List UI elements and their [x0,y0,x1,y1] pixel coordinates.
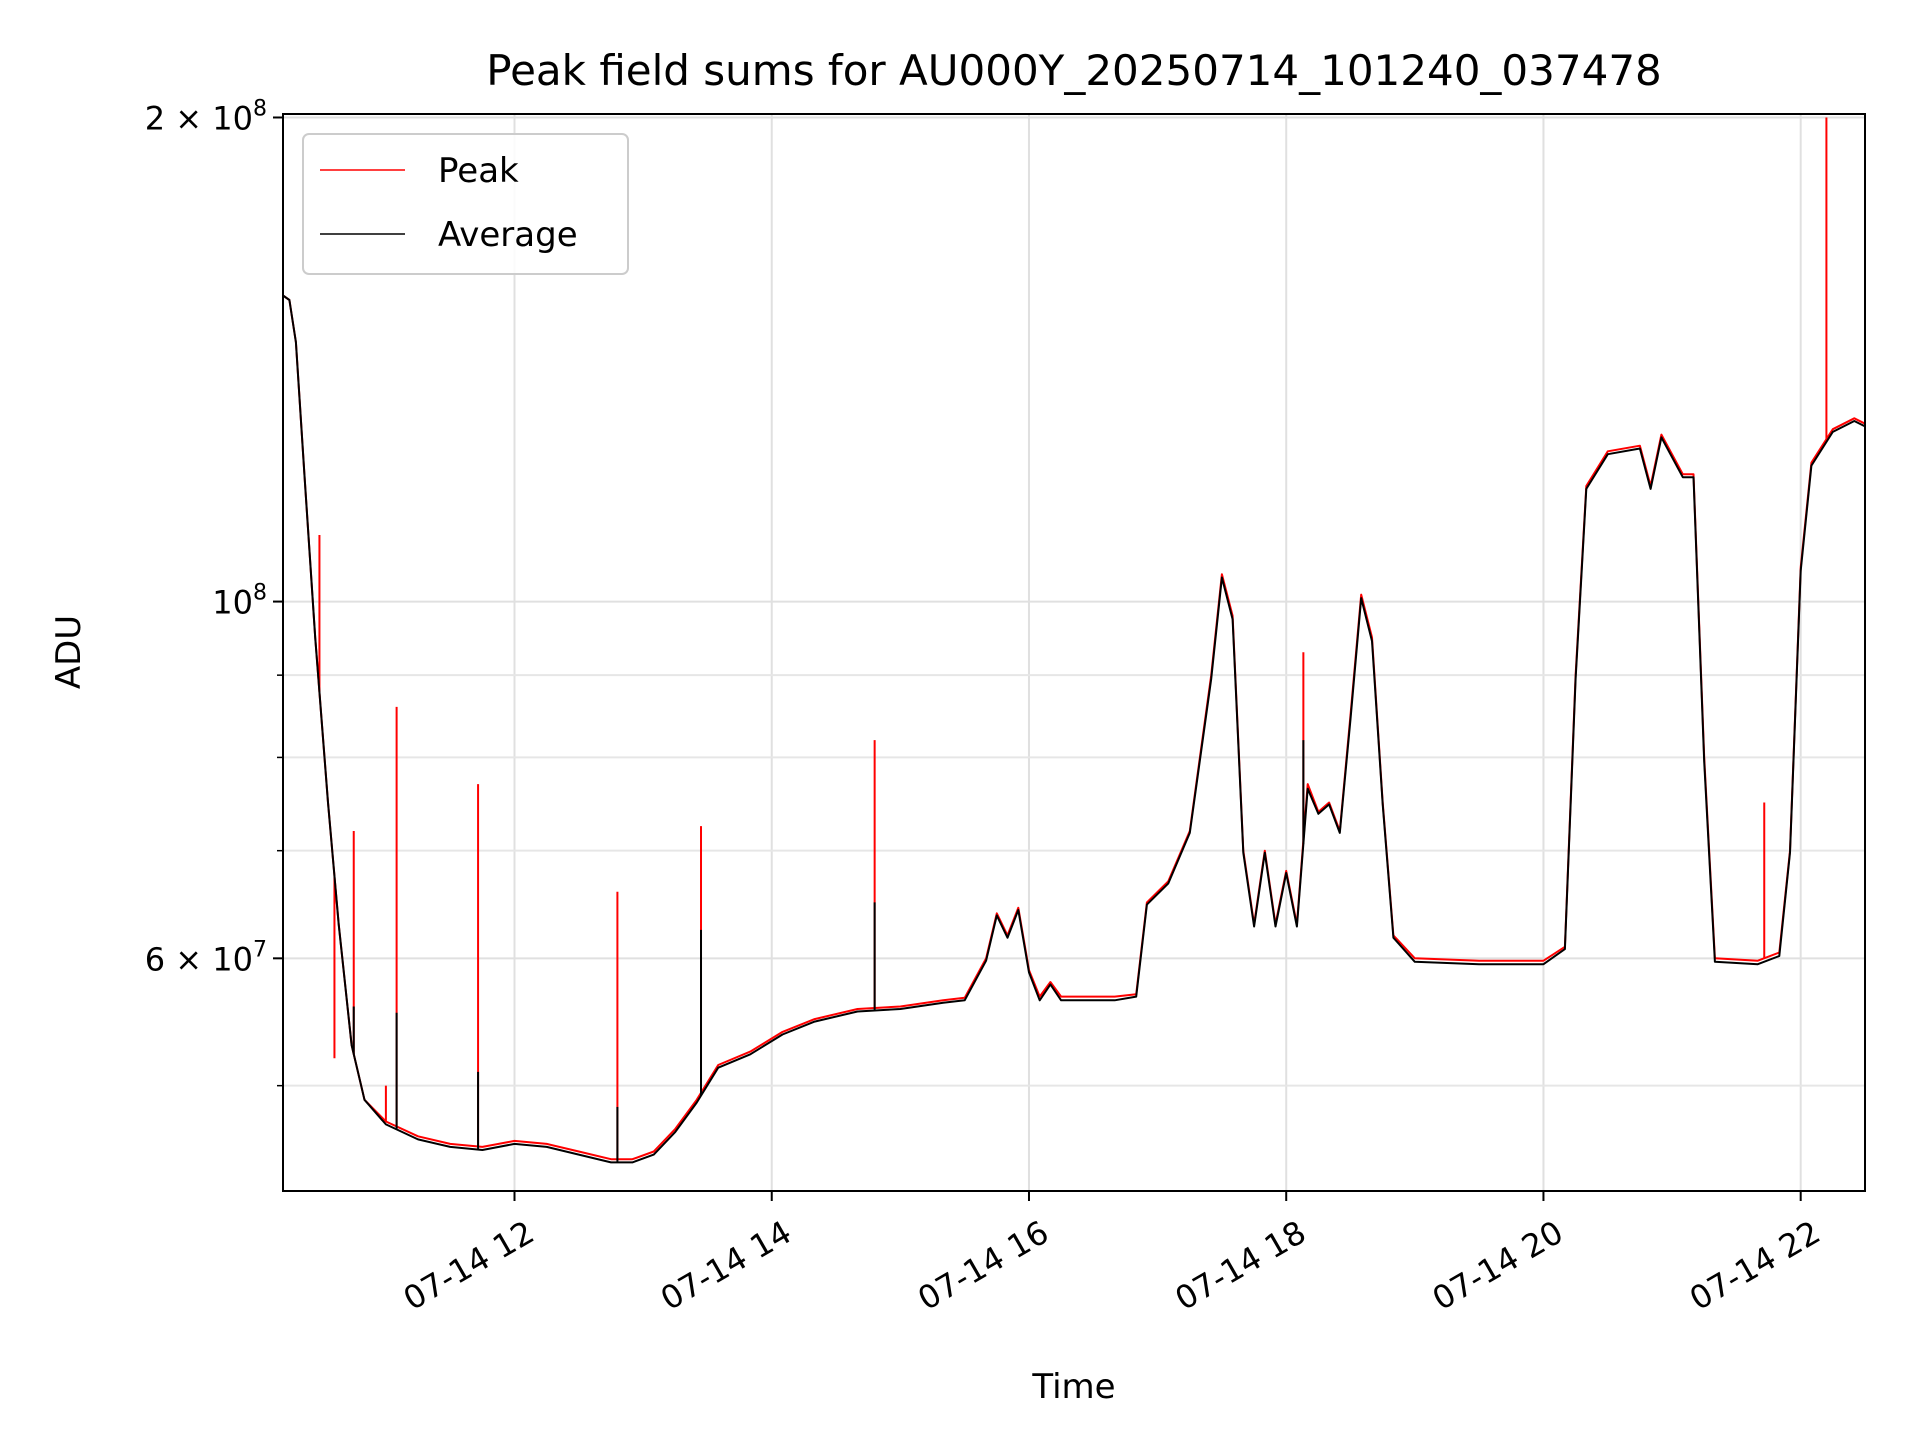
chart-title: Peak field sums for AU000Y_20250714_1012… [486,46,1662,95]
y-tick-label: 2 × 108 [145,96,267,137]
series-layer [282,117,1866,1164]
legend-box [302,133,629,275]
legend: Peak Average [302,133,629,275]
x-axis-label: Time [1031,1367,1115,1407]
y-tick-label: 6 × 107 [145,937,267,978]
grid-lines [283,114,1865,1191]
plot-frame [282,113,1866,1192]
legend-label-average: Average [438,215,578,255]
y-tick-label: 108 [212,581,267,622]
series-line-average [282,294,1866,1164]
legend-label-peak: Peak [438,151,519,191]
y-axis-label: ADU [49,615,89,689]
